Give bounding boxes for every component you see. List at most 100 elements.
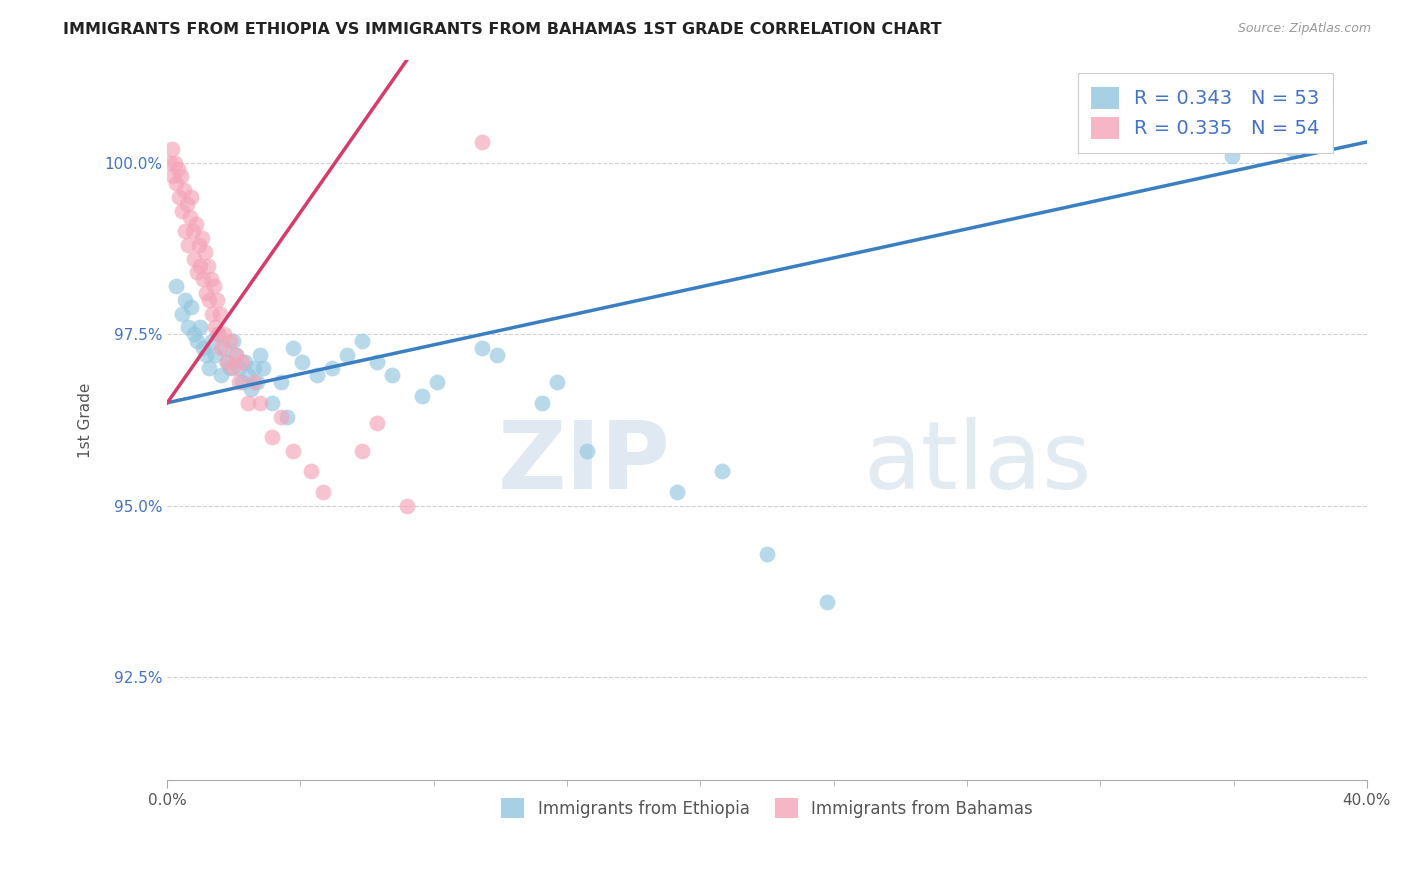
Point (219, 334, 242, 348)
Point (166, 162, 188, 177)
Y-axis label: 1st Grade: 1st Grade (79, 383, 93, 458)
Point (815, 595, 838, 609)
Point (201, 307, 224, 321)
Point (183, 252, 205, 266)
Point (270, 375, 292, 389)
Point (208, 307, 231, 321)
Point (228, 361, 250, 376)
Point (276, 409, 298, 424)
Point (666, 485, 689, 500)
Point (262, 430, 284, 444)
Point (486, 348, 509, 362)
Point (198, 293, 221, 307)
Point (246, 375, 269, 389)
Point (204, 320, 226, 334)
Point (198, 361, 221, 376)
Point (159, 155, 181, 169)
Point (238, 396, 260, 410)
Point (167, 190, 190, 204)
Point (307, 368, 329, 383)
Point (186, 265, 208, 279)
Point (243, 361, 266, 376)
Point (531, 396, 554, 410)
Point (471, 135, 494, 149)
Point (225, 348, 247, 362)
Point (186, 334, 208, 348)
Point (174, 224, 197, 238)
Point (162, 169, 184, 184)
Point (262, 396, 284, 410)
Point (219, 361, 242, 376)
Point (381, 368, 404, 383)
Point (217, 354, 239, 368)
Legend: Immigrants from Ethiopia, Immigrants from Bahamas: Immigrants from Ethiopia, Immigrants fro… (492, 790, 1042, 826)
Point (321, 361, 343, 376)
Point (312, 485, 335, 500)
Point (179, 211, 201, 225)
Point (183, 327, 205, 342)
Point (1220, 149, 1243, 163)
Point (249, 396, 271, 410)
Point (207, 327, 229, 342)
Point (756, 547, 779, 561)
Point (170, 169, 193, 184)
Point (188, 259, 211, 273)
Point (209, 368, 232, 383)
Point (576, 443, 599, 458)
Point (546, 375, 568, 389)
Point (177, 320, 200, 334)
Point (243, 375, 266, 389)
Point (202, 279, 225, 293)
Point (366, 417, 388, 431)
Point (212, 327, 235, 342)
Point (225, 348, 247, 362)
Point (1281, 142, 1303, 156)
Point (205, 293, 228, 307)
Point (180, 190, 202, 204)
Point (160, 142, 183, 156)
Point (238, 368, 260, 383)
Point (194, 244, 217, 259)
Point (193, 341, 215, 355)
Point (222, 334, 245, 348)
Point (283, 443, 305, 458)
Point (240, 382, 263, 396)
Text: IMMIGRANTS FROM ETHIOPIA VS IMMIGRANTS FROM BAHAMAS 1ST GRADE CORRELATION CHART: IMMIGRANTS FROM ETHIOPIA VS IMMIGRANTS F… (63, 22, 942, 37)
Point (181, 224, 204, 238)
Point (200, 272, 222, 286)
Point (426, 375, 449, 389)
Text: Source: ZipAtlas.com: Source: ZipAtlas.com (1237, 22, 1371, 36)
Point (165, 176, 187, 190)
Point (195, 348, 218, 362)
Point (231, 375, 253, 389)
Point (252, 361, 274, 376)
Point (193, 272, 215, 286)
Point (184, 217, 207, 231)
Point (222, 361, 245, 376)
Text: ZIP: ZIP (498, 417, 671, 509)
Point (283, 341, 305, 355)
Point (249, 348, 271, 362)
Point (352, 334, 374, 348)
Point (233, 354, 256, 368)
Point (177, 238, 200, 252)
Point (188, 320, 211, 334)
Point (366, 354, 388, 368)
Point (352, 443, 374, 458)
Point (197, 259, 219, 273)
Point (228, 375, 250, 389)
Text: atlas: atlas (863, 417, 1091, 509)
Point (190, 231, 212, 245)
Point (217, 354, 239, 368)
Point (336, 348, 359, 362)
Point (291, 354, 314, 368)
Point (231, 354, 253, 368)
Point (299, 465, 322, 479)
Point (209, 341, 232, 355)
Point (201, 334, 224, 348)
Point (165, 279, 187, 293)
Point (411, 389, 433, 403)
Point (711, 465, 734, 479)
Point (180, 300, 202, 314)
Point (163, 155, 186, 169)
